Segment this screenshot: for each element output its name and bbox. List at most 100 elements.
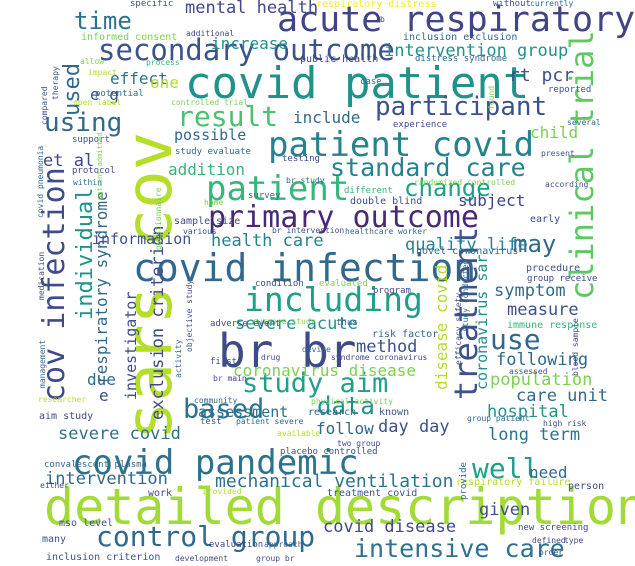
word: testing <box>282 154 320 164</box>
word: activity <box>174 339 183 378</box>
word: study aim <box>242 368 389 399</box>
word: evaluation <box>209 540 264 550</box>
word: support <box>72 135 110 145</box>
word: symptom <box>494 281 566 301</box>
word: open label <box>73 98 122 107</box>
word: several <box>567 118 601 127</box>
word: br main <box>213 374 247 383</box>
word: objective study <box>185 279 194 352</box>
word: high risk <box>543 419 587 428</box>
word: specific <box>130 0 174 9</box>
word: covid infection <box>133 246 477 290</box>
word: known <box>379 407 410 418</box>
word: child <box>530 123 579 142</box>
word: br br <box>218 324 357 378</box>
word: medication <box>37 251 46 300</box>
word: additional <box>186 29 235 38</box>
word: evaluated <box>319 279 368 289</box>
word: e <box>99 386 109 405</box>
word: syndrome coronavirus <box>331 353 428 362</box>
word: allow <box>80 57 105 66</box>
word: intervention <box>45 469 168 489</box>
word: home <box>204 198 224 207</box>
word: assessment <box>198 403 289 421</box>
word: assessed <box>509 367 548 376</box>
word: long term <box>488 425 581 445</box>
word: new screening <box>518 523 589 533</box>
word: acute respiratory <box>277 0 635 40</box>
word: et al <box>43 151 95 171</box>
word: provided <box>203 487 242 496</box>
word: mental health <box>185 0 319 18</box>
word: standard care <box>330 153 526 182</box>
word: research <box>308 407 357 418</box>
word: exclusion criterion <box>148 225 168 420</box>
word: available <box>277 429 321 438</box>
word: one <box>150 73 179 92</box>
word: different <box>344 186 393 196</box>
word: survey <box>248 191 281 201</box>
word: reported <box>548 85 592 95</box>
word: used <box>60 63 85 116</box>
word: coronavirus disease <box>233 361 417 380</box>
word: change <box>404 174 491 202</box>
word: two group <box>337 439 381 448</box>
word: convalescent plasma <box>44 460 147 470</box>
word: possible <box>174 126 247 144</box>
word: given <box>479 500 531 520</box>
word: due <box>87 370 116 389</box>
word: respiratory failure <box>456 477 571 488</box>
word: method <box>356 337 418 357</box>
word: study evaluate <box>175 147 251 157</box>
word: covid patient <box>185 58 530 109</box>
word: currently <box>530 0 574 8</box>
word: within <box>73 178 102 187</box>
word: drug <box>261 353 281 362</box>
word: covid pandemic <box>72 443 359 483</box>
word: intensive care <box>354 534 565 563</box>
word: provide <box>459 462 469 500</box>
word: br intervention <box>272 226 345 235</box>
word: process <box>146 58 180 67</box>
word: quality life <box>405 235 528 255</box>
word: informed consent <box>81 32 178 43</box>
word: various <box>183 227 217 236</box>
word: effect <box>110 69 168 88</box>
word: control group <box>96 520 316 553</box>
word: study conducted <box>461 259 470 332</box>
word: group br <box>256 554 295 563</box>
word: according <box>545 180 589 189</box>
word: management <box>38 339 47 388</box>
word: immune response <box>507 320 598 331</box>
word: include <box>293 108 361 127</box>
word: work <box>148 488 173 499</box>
word: aim study <box>39 411 94 422</box>
word: br study <box>286 176 325 185</box>
word: participant <box>375 92 548 122</box>
word: hospital <box>487 402 569 422</box>
word: well <box>472 452 540 485</box>
word: respiratory distress <box>316 0 437 10</box>
word: addition <box>168 160 246 179</box>
word: many <box>42 534 67 545</box>
word: e g <box>90 85 119 104</box>
word: result <box>177 100 279 133</box>
word: mechanical ventilation <box>215 471 454 492</box>
word: type <box>564 536 584 545</box>
word: physical activity <box>311 397 393 406</box>
word: test <box>200 417 222 427</box>
word: patient admitted <box>96 132 104 200</box>
word: patient severe <box>236 417 304 426</box>
word: therapy <box>51 66 60 100</box>
word: blood sample <box>571 318 580 376</box>
word: mso level <box>59 518 114 529</box>
word: use <box>490 323 541 356</box>
word: person <box>568 481 605 492</box>
word: covid disease <box>323 517 457 537</box>
word: impact <box>88 68 117 77</box>
word: patient <box>206 169 350 209</box>
word: adverse event <box>210 319 281 329</box>
word: based <box>183 394 265 425</box>
word: follow <box>316 419 374 438</box>
